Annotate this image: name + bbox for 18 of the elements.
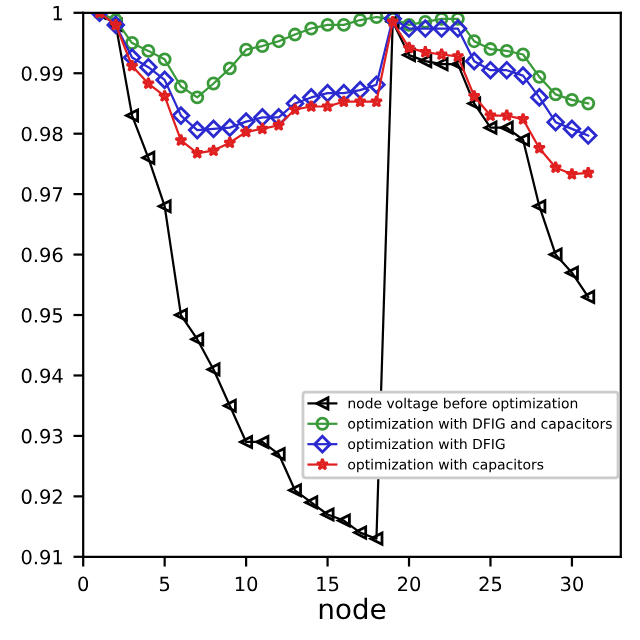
x-tick-label: 15 — [317, 576, 339, 592]
y-tick-label: 0.98 — [21, 126, 63, 142]
y-tick-label: 0.92 — [21, 489, 62, 505]
y-tick-label: 0.99 — [21, 66, 63, 81]
x-tick-label: 30 — [561, 576, 584, 592]
x-tick-label: 5 — [159, 576, 170, 592]
x-tick-label: 10 — [235, 576, 258, 592]
x-tick-label: 25 — [479, 576, 502, 592]
y-tick-label: 0.97 — [21, 187, 63, 202]
y-tick-label: 0.94 — [21, 368, 63, 384]
y-tick-label: 1 — [53, 6, 62, 21]
y-tick-label: 0.96 — [21, 247, 63, 263]
y-tick-label: 0.91 — [21, 549, 62, 565]
x-tick-label: 20 — [398, 576, 421, 592]
y-tick-label: 0.95 — [21, 307, 63, 323]
x-tick-label: 0 — [78, 576, 89, 592]
y-tick-label: 0.93 — [21, 428, 63, 444]
x-axis-title: node — [319, 597, 386, 620]
